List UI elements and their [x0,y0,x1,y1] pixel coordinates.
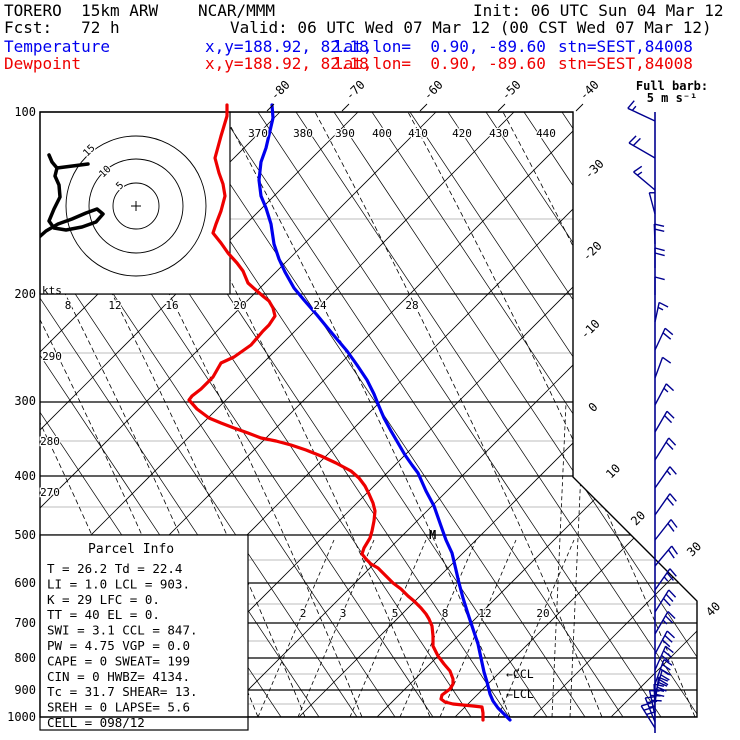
barb-scale-title: Full barb: [635,79,709,93]
temp-axis-label-right: 40 [703,599,723,619]
barb-scale-legend: Full barb: 5 m s⁻¹ [612,80,732,104]
temp-axis-label-top: -70 [343,78,368,103]
parcel-info-line: LI = 1.0 LCL = 903. [47,576,190,591]
theta-line-label: 370 [248,127,268,140]
temperature-curve [257,103,512,722]
parcel-info-line: SWI = 3.1 CCL = 847. [47,623,198,638]
parcel-info-line: TT = 40 EL = 0. [47,607,160,622]
parcel-info-line: Tc = 31.7 SHEAR= 13. [47,684,198,699]
theta-line-label: 290 [42,350,62,363]
temperature-xy: x,y=188.92, 82.18 [205,37,369,56]
pressure-axis-label: 900 [14,683,36,697]
temp-axis-label-top: -60 [421,78,446,103]
temp-axis-label-right: -20 [580,239,605,264]
theta-line-label: 280 [40,435,60,448]
moist-adiabat-label: 20 [233,299,246,312]
temp-axis-label-right: 20 [628,508,648,528]
parcel-info-line: T = 26.2 Td = 22.4 [47,561,182,576]
theta-line-label: 430 [489,127,509,140]
temp-axis-label-right: 0 [586,400,601,415]
mid-level-marker: M [429,528,436,542]
moist-adiabat-label: 12 [108,299,121,312]
theta-line-label: 270 [40,486,60,499]
theta-line-label: 400 [372,127,392,140]
valid-time: Valid: 06 UTC Wed 07 Mar 12 (00 CST Wed … [230,18,712,37]
moist-adiabat-label: 24 [313,299,327,312]
pressure-axis-label: 500 [14,528,36,542]
theta-line-label: 410 [408,127,428,140]
model-source: NCAR/MMM [198,1,276,20]
temp-axis-label-top: -40 [577,78,602,103]
temp-axis-label-right: -30 [582,157,607,182]
hodograph-units-label: kts [42,284,62,297]
ccl-marker: ←CCL [506,667,534,681]
theta-line-label: 380 [293,127,313,140]
pressure-axis-label: 700 [14,616,36,630]
temperature-station: stn=SEST,84008 [558,37,693,56]
temp-axis-label-right: 10 [603,461,623,481]
init-time: Init: 06 UTC Sun 04 Mar 12 [473,1,724,20]
pressure-axis-label: 300 [14,394,36,408]
parcel-info-line: CAPE = 0 SWEAT= 199 [47,653,190,668]
theta-line-label: 440 [536,127,556,140]
moist-adiabat-label: 28 [405,299,418,312]
temperature-legend-label: Temperature [4,37,110,56]
temp-axis-label-top: -50 [499,78,524,103]
mixing-ratio-label: 8 [442,607,449,620]
dewpoint-curve [187,103,485,722]
mixing-ratio-label: 5 [392,607,399,620]
moist-adiabat-label: 16 [165,299,178,312]
dewpoint-station: stn=SEST,84008 [558,54,693,73]
forecast-hour: Fcst: 72 h [4,18,120,37]
temp-axis-label-right: 30 [684,539,704,559]
theta-line-label: 390 [335,127,355,140]
dewpoint-xy: x,y=188.92, 82.18 [205,54,369,73]
parcel-info-line: CELL = 098/12 [47,715,145,730]
temp-axis-label-right: -10 [578,317,603,342]
parcel-info-line: PW = 4.75 VGP = 0.0 [47,638,190,653]
mixing-ratio-label: 20 [536,607,549,620]
parcel-info-title: Parcel Info [88,542,174,557]
chart-border [39,111,698,718]
moist-adiabat-label: 8 [65,299,72,312]
pressure-axis-label: 600 [14,576,36,590]
temp-axis-label-top: -80 [268,78,293,103]
parcel-info-line: SREH = 0 LAPSE= 5.6 [47,700,190,715]
mixing-ratio-label: 2 [300,607,307,620]
pressure-axis-label: 100 [14,105,36,119]
lcl-marker: ←LCL [506,687,534,701]
mixing-ratio-label: 12 [478,607,491,620]
dewpoint-legend-label: Dewpoint [4,54,82,73]
mixing-ratio-label: 3 [340,607,347,620]
barb-scale-subtitle: 5 m s⁻¹ [646,91,698,105]
pressure-axis-label: 800 [14,651,36,665]
parcel-info-box: Parcel Info T = 26.2 Td = 22.4LI = 1.0 LC… [39,534,249,731]
wind-barb-column [627,100,679,733]
parcel-info-line: CIN = 0 HWBZ= 4134. [47,669,190,684]
dewpoint-latlon: lat,lon= 0.90, -89.60 [334,54,546,73]
hodograph-trace [40,153,105,239]
theta-line-label: 420 [452,127,472,140]
pressure-axis-label: 200 [14,287,36,301]
parcel-info-line: K = 29 LFC = 0. [47,592,160,607]
temperature-latlon: lat,lon= 0.90, -89.60 [334,37,546,56]
model-title: TORERO 15km ARW [4,1,159,20]
pressure-axis-label: 1000 [7,710,36,724]
pressure-axis-label: 400 [14,469,36,483]
